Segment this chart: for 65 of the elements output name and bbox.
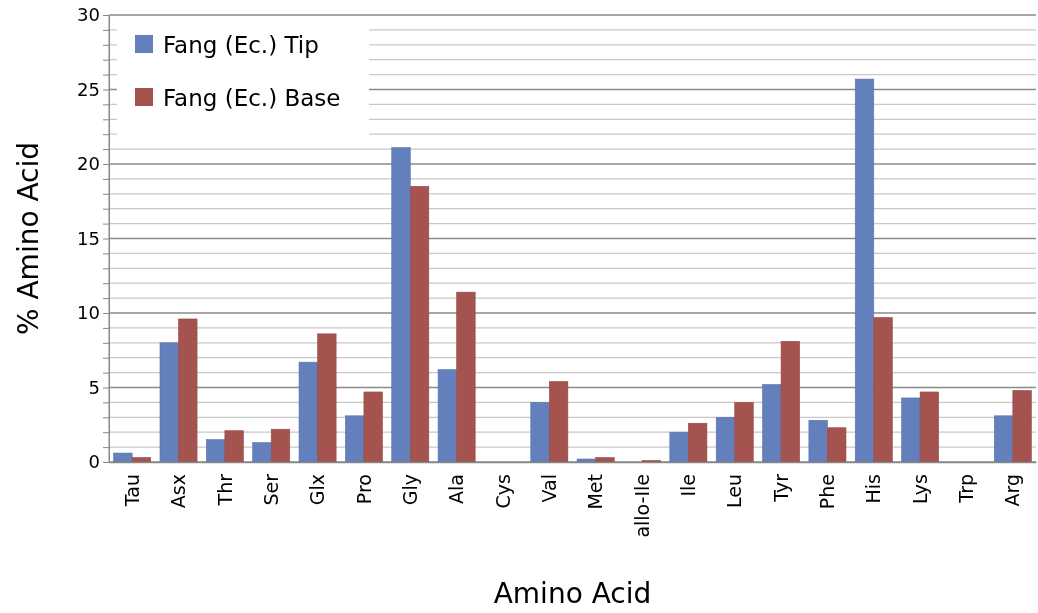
y-axis-title: % Amino Acid <box>12 141 45 336</box>
bar <box>159 342 179 463</box>
bar <box>827 427 847 463</box>
x-tick-label: Phe <box>816 474 839 510</box>
x-tick-label: Gly <box>398 474 421 506</box>
x-tick-label: Leu <box>723 474 746 508</box>
legend-label: Fang (Ec.) Base <box>163 85 341 111</box>
y-tick-label: 5 <box>88 376 100 398</box>
bar <box>437 369 457 463</box>
bar <box>901 397 921 463</box>
bar <box>530 402 550 463</box>
bar <box>762 384 782 463</box>
x-tick-label: Val <box>537 474 560 503</box>
bar <box>873 317 893 463</box>
bar <box>345 415 365 463</box>
bar <box>669 431 689 463</box>
y-tick-label: 25 <box>77 78 100 100</box>
bar <box>854 78 875 463</box>
bar <box>224 430 244 463</box>
bar <box>270 428 291 463</box>
y-tick-label: 0 <box>88 451 100 473</box>
bar <box>206 439 226 463</box>
bar <box>456 291 476 463</box>
x-tick-label: Asx <box>167 474 190 509</box>
bar <box>993 415 1014 463</box>
legend-label: Fang (Ec.) Tip <box>163 32 319 58</box>
bar <box>688 422 708 463</box>
x-tick-label: His <box>862 474 885 504</box>
bar <box>363 391 383 463</box>
bar <box>409 186 430 463</box>
x-tick-label: Pro <box>352 474 375 505</box>
bar <box>734 402 754 463</box>
x-tick-label: Ser <box>259 473 282 506</box>
bar <box>576 458 596 463</box>
x-tick-label: Trp <box>955 474 978 504</box>
x-tick-label: Cys <box>491 474 514 509</box>
bar <box>780 341 800 463</box>
bar <box>808 419 828 463</box>
x-tick-label: Tau <box>120 474 143 508</box>
y-tick-label: 30 <box>77 4 100 26</box>
y-tick-label: 20 <box>77 153 100 175</box>
bar <box>595 457 615 463</box>
bar <box>298 361 318 463</box>
x-axis-title: Amino Acid <box>493 577 652 610</box>
y-tick-label: 15 <box>77 227 100 249</box>
bar <box>1012 390 1032 463</box>
bar <box>252 442 272 463</box>
bar <box>549 381 569 463</box>
bar <box>113 452 133 463</box>
x-tick-label: Ala <box>445 474 468 504</box>
bar <box>919 391 939 463</box>
y-tick-label: 10 <box>77 302 100 324</box>
bar <box>178 318 198 463</box>
x-tick-label: Tyr <box>769 473 792 503</box>
bar <box>317 333 337 463</box>
x-tick-label: Met <box>584 474 607 510</box>
bar <box>715 417 736 463</box>
x-tick-label: Arg <box>1001 474 1024 507</box>
bar <box>131 457 152 463</box>
x-tick-label: Ile <box>677 474 700 497</box>
x-tick-label: allo-Ile <box>630 474 653 538</box>
x-tick-label: Lys <box>908 474 931 504</box>
bar <box>391 147 411 463</box>
x-tick-label: Thr <box>213 473 236 507</box>
x-tick-label: Glx <box>306 474 329 506</box>
